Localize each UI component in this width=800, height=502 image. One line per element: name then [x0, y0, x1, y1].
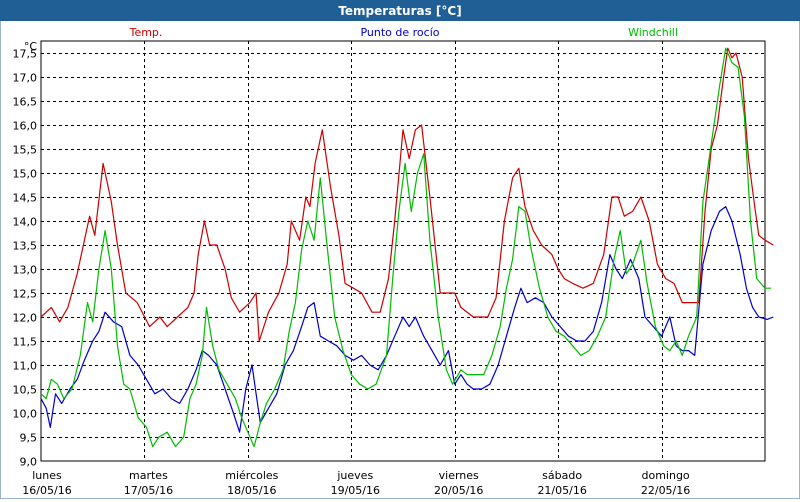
- grid: [40, 40, 766, 462]
- x-day-label: sábado: [542, 469, 582, 482]
- x-date-label: 18/05/16: [227, 484, 276, 497]
- y-tick-label: 15,5: [13, 144, 38, 157]
- x-day-label: martes: [129, 469, 168, 482]
- y-tick-label: 14,0: [13, 216, 38, 229]
- x-date-label: 22/05/16: [641, 484, 690, 497]
- x-day-label: miércoles: [225, 469, 278, 482]
- legend: Temp. Punto de rocío Windchill: [129, 26, 678, 39]
- y-tick-label: 17,0: [13, 72, 38, 85]
- y-tick-label: 12,0: [13, 312, 38, 325]
- series-line: [40, 47, 774, 342]
- temperature-chart: 9,0 9,5 10,0 10,5 11,0 11,5 12,0 12,5 13,0 13,5 14…: [13, 26, 774, 497]
- series-line: [40, 47, 772, 448]
- legend-entry: Temp.: [129, 26, 163, 39]
- legend-entry: Punto de rocío: [360, 26, 439, 39]
- legend-entry: Windchill: [628, 26, 678, 39]
- chart-title: Temperaturas [°C]: [0, 0, 800, 22]
- y-tick-label: 13,0: [13, 264, 38, 277]
- y-tick-label: 12,5: [13, 288, 38, 301]
- axes: 9,0 9,5 10,0 10,5 11,0 11,5 12,0 12,5 13,0 13,5 14…: [13, 40, 691, 497]
- y-axis-unit: °C: [24, 40, 38, 53]
- x-day-label: lunes: [32, 469, 62, 482]
- y-tick-label: 13,5: [13, 240, 38, 253]
- x-day-label: domingo: [641, 469, 689, 482]
- y-tick-label: 11,5: [13, 336, 38, 349]
- x-date-label: 16/05/16: [22, 484, 71, 497]
- y-tick-label: 10,5: [13, 384, 38, 397]
- y-tick-label: 11,0: [13, 360, 38, 373]
- plot-area: [40, 40, 766, 462]
- x-date-label: 21/05/16: [537, 484, 586, 497]
- x-date-label: 17/05/16: [124, 484, 173, 497]
- series: [40, 47, 774, 448]
- y-tick-label: 17,5: [13, 48, 38, 61]
- x-day-label: viernes: [439, 469, 479, 482]
- y-tick-label: 9,5: [20, 432, 38, 445]
- y-tick-label: 10,0: [13, 408, 38, 421]
- y-tick-label: 9,0: [20, 456, 38, 469]
- y-tick-label: 14,5: [13, 192, 38, 205]
- y-tick-label: 15,0: [13, 168, 38, 181]
- chart-frame: 9,0 9,5 10,0 10,5 11,0 11,5 12,0 12,5 13,0 13,5 14…: [0, 21, 800, 499]
- series-line: [40, 206, 774, 433]
- x-date-label: 19/05/16: [331, 484, 380, 497]
- y-tick-label: 16,5: [13, 96, 38, 109]
- y-tick-label: 16,0: [13, 120, 38, 133]
- x-date-label: 20/05/16: [434, 484, 483, 497]
- x-day-label: jueves: [336, 469, 373, 482]
